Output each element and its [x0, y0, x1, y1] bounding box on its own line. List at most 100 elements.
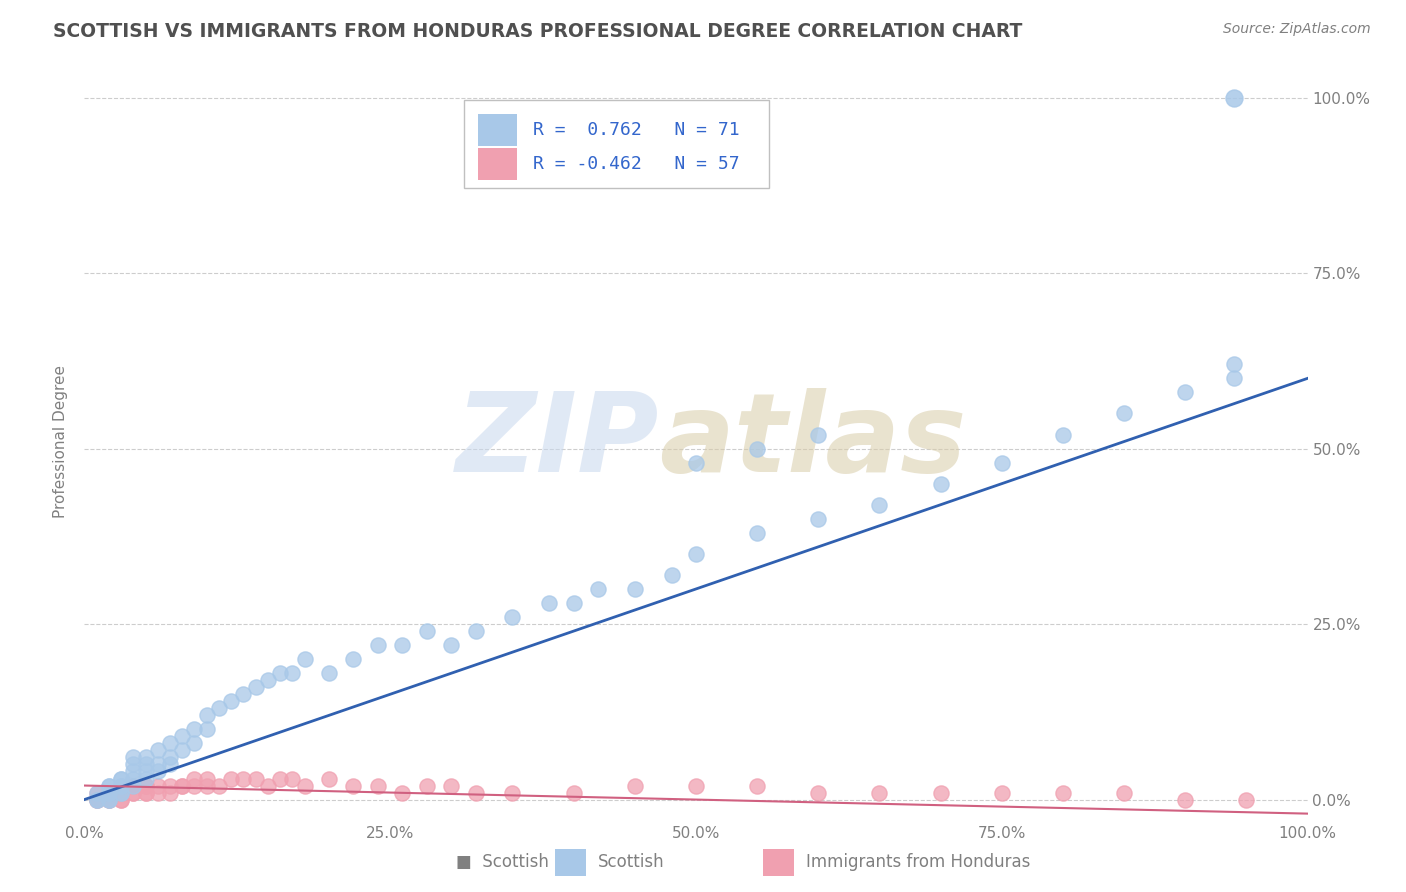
Point: [1236, 792, 1258, 806]
Point: [440, 638, 463, 652]
Point: [135, 786, 157, 800]
Point: [991, 456, 1014, 470]
Point: [146, 786, 169, 800]
Point: [86, 792, 108, 806]
Point: [1052, 786, 1074, 800]
Point: [97, 792, 120, 806]
Text: Scottish: Scottish: [598, 854, 665, 871]
Point: [159, 786, 181, 800]
Point: [172, 743, 194, 757]
Point: [1223, 90, 1246, 104]
Point: [122, 750, 145, 764]
Point: [183, 779, 205, 793]
Point: [183, 723, 205, 737]
Point: [135, 772, 157, 786]
Point: [146, 743, 169, 757]
Point: [538, 596, 561, 610]
Point: [110, 786, 132, 800]
Point: [172, 779, 194, 793]
Point: [219, 694, 242, 708]
Text: SCOTTISH VS IMMIGRANTS FROM HONDURAS PROFESSIONAL DEGREE CORRELATION CHART: SCOTTISH VS IMMIGRANTS FROM HONDURAS PRO…: [53, 22, 1022, 41]
Point: [1174, 385, 1197, 400]
Point: [219, 772, 242, 786]
Point: [342, 779, 364, 793]
Point: [464, 624, 486, 639]
Point: [97, 786, 120, 800]
Point: [318, 772, 340, 786]
Point: [110, 772, 132, 786]
Point: [122, 772, 145, 786]
Point: [110, 779, 132, 793]
FancyBboxPatch shape: [478, 148, 517, 180]
Point: [1052, 427, 1074, 442]
Point: [624, 779, 647, 793]
Point: [869, 498, 891, 512]
Text: atlas: atlas: [659, 388, 967, 495]
Point: [86, 792, 108, 806]
Point: [747, 779, 769, 793]
FancyBboxPatch shape: [763, 848, 794, 876]
Point: [122, 786, 145, 800]
Point: [110, 792, 132, 806]
Text: R = -0.462   N = 57: R = -0.462 N = 57: [533, 155, 740, 173]
Point: [562, 596, 585, 610]
Point: [146, 779, 169, 793]
Point: [416, 779, 439, 793]
Point: [747, 442, 769, 456]
Point: [294, 652, 316, 666]
Point: [183, 736, 205, 750]
Point: [257, 673, 280, 688]
Point: [122, 757, 145, 772]
Point: [257, 779, 280, 793]
Point: [747, 525, 769, 540]
Point: [807, 786, 830, 800]
Point: [367, 638, 389, 652]
Point: [110, 792, 132, 806]
Point: [208, 779, 231, 793]
Point: [685, 779, 707, 793]
Point: [232, 772, 254, 786]
Point: [110, 786, 132, 800]
Point: [97, 792, 120, 806]
Point: [122, 764, 145, 779]
Point: [342, 652, 364, 666]
Point: [159, 757, 181, 772]
Point: [122, 779, 145, 793]
Point: [122, 779, 145, 793]
Point: [97, 792, 120, 806]
Point: [807, 512, 830, 526]
Text: Immigrants from Honduras: Immigrants from Honduras: [806, 854, 1031, 871]
Point: [172, 779, 194, 793]
Point: [172, 730, 194, 744]
Point: [245, 772, 267, 786]
Point: [135, 750, 157, 764]
Point: [245, 680, 267, 694]
Point: [97, 786, 120, 800]
Point: [502, 610, 524, 624]
FancyBboxPatch shape: [555, 848, 586, 876]
Point: [391, 638, 413, 652]
Point: [86, 792, 108, 806]
Point: [1174, 792, 1197, 806]
Point: [624, 582, 647, 596]
Text: Source: ZipAtlas.com: Source: ZipAtlas.com: [1223, 22, 1371, 37]
Point: [135, 764, 157, 779]
Point: [110, 779, 132, 793]
Point: [685, 547, 707, 561]
Text: ZIP: ZIP: [456, 388, 659, 495]
Point: [86, 792, 108, 806]
Point: [562, 786, 585, 800]
Point: [1223, 357, 1246, 371]
Point: [97, 786, 120, 800]
Point: [269, 772, 291, 786]
Point: [110, 786, 132, 800]
Point: [991, 786, 1014, 800]
Point: [159, 750, 181, 764]
Point: [685, 456, 707, 470]
Point: [661, 568, 683, 582]
Point: [929, 786, 952, 800]
FancyBboxPatch shape: [464, 101, 769, 187]
Point: [97, 779, 120, 793]
Point: [464, 786, 486, 800]
Point: [195, 772, 218, 786]
